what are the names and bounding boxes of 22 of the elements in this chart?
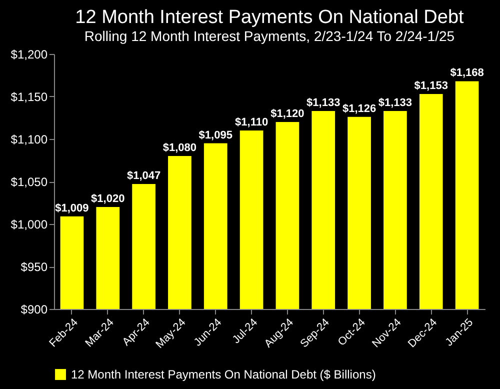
data-label: $1,168 bbox=[450, 67, 484, 80]
chart-title: 12 Month Interest Payments On National Debt bbox=[75, 7, 465, 28]
y-tick-label: $950 bbox=[20, 260, 48, 274]
chart-subtitle: Rolling 12 Month Interest Payments, 2/23-1/24 To 2/24-1/25 bbox=[84, 28, 455, 44]
data-label: $1,020 bbox=[91, 193, 125, 205]
y-tick-label: $1,200 bbox=[10, 48, 48, 62]
data-label: $1,110 bbox=[235, 116, 268, 128]
data-label: $1,153 bbox=[414, 80, 448, 92]
y-tick-label: $900 bbox=[20, 302, 48, 316]
data-label: $1,120 bbox=[270, 108, 304, 120]
y-tick-label: $1,100 bbox=[10, 132, 48, 146]
data-label: $1,095 bbox=[198, 129, 232, 142]
y-tick-label: $1,000 bbox=[10, 218, 48, 232]
y-tick-label: $1,150 bbox=[10, 90, 48, 104]
y-tick-label: $1,050 bbox=[10, 175, 48, 189]
data-label: $1,133 bbox=[378, 96, 412, 109]
data-label: $1,133 bbox=[306, 96, 340, 109]
data-label: $1,126 bbox=[342, 102, 376, 115]
data-label: $1,009 bbox=[55, 202, 89, 214]
data-label: $1,047 bbox=[126, 170, 161, 182]
data-label: $1,080 bbox=[162, 142, 197, 154]
legend-label: 12 Month Interest Payments On National Debt ($ Billions) bbox=[71, 368, 376, 382]
